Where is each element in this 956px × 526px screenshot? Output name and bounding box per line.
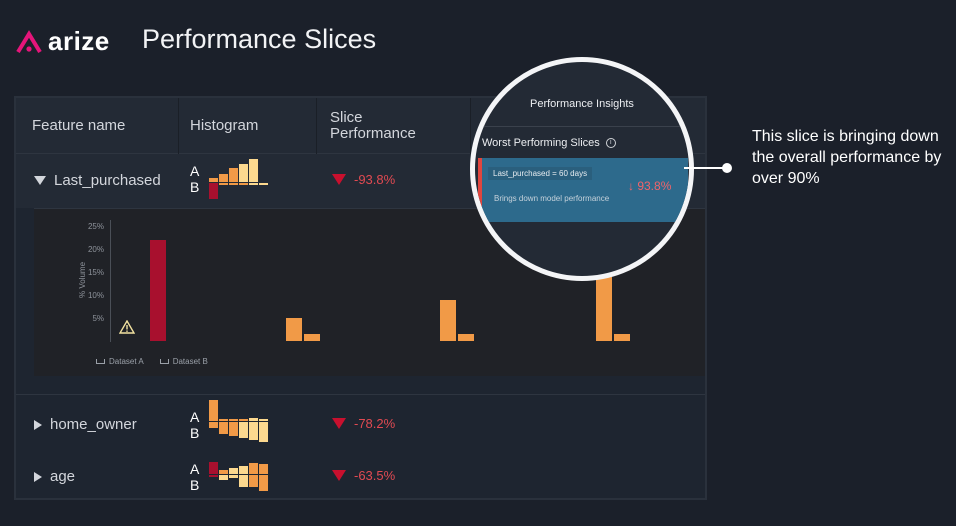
chart-bar[interactable] — [458, 334, 474, 341]
row-feature[interactable]: home_owner — [34, 416, 137, 433]
decrease-icon — [332, 174, 346, 185]
y-tick: 10% — [87, 291, 104, 300]
arize-logo-icon — [16, 29, 42, 54]
expand-icon[interactable] — [34, 419, 42, 430]
column-header-slice-performance[interactable]: Slice Performance — [330, 109, 416, 142]
y-axis-label: % Volume — [78, 261, 87, 298]
decrease-icon — [332, 470, 346, 481]
slice-value: ↓ 93.8% — [628, 179, 672, 193]
legend-swatch-a — [96, 359, 105, 364]
row-divider — [16, 394, 705, 395]
worst-slices-title: Worst Performing Slices — [482, 137, 600, 149]
feature-name: home_owner — [50, 416, 137, 433]
page-title: Performance Slices — [142, 24, 377, 54]
chart-bar[interactable] — [440, 299, 456, 341]
worst-slices-header: Worst Performing Slices i — [482, 137, 616, 149]
legend-entry: Dataset B — [172, 357, 208, 366]
chart-bar[interactable] — [304, 334, 320, 341]
slice-card-indicator — [478, 158, 482, 222]
insights-magnifier: Performance Insights Worst Performing Sl… — [470, 57, 694, 281]
feature-name: Last_purchased — [54, 172, 161, 189]
callout-text: This slice is bringing down the overall … — [752, 128, 942, 187]
column-divider — [470, 98, 471, 154]
legend-swatch-b — [159, 359, 169, 364]
y-tick: 15% — [87, 268, 104, 277]
chart-bar[interactable] — [614, 334, 630, 341]
slice-performance: -63.5% — [332, 468, 395, 483]
worst-slice-card[interactable]: Last_purchased = 60 days Brings down mod… — [478, 158, 688, 222]
feature-name: age — [50, 468, 76, 485]
performance-value: -93.8% — [354, 172, 396, 187]
row-feature[interactable]: age — [34, 468, 75, 485]
y-tick: 25% — [87, 222, 104, 231]
expand-icon[interactable] — [34, 471, 42, 482]
hist-label-a: A — [190, 461, 200, 477]
y-tick: 20% — [87, 245, 104, 254]
chart-bar[interactable] — [596, 276, 612, 341]
arize-logo: arize — [16, 26, 110, 57]
y-tick: 5% — [92, 314, 104, 323]
hist-label-a: A — [190, 409, 200, 425]
logo-text: arize — [48, 26, 110, 56]
hist-label-b: B — [190, 179, 200, 195]
performance-value: -63.5% — [354, 468, 396, 483]
column-header-feature-name[interactable]: Feature name — [32, 117, 126, 134]
column-divider — [316, 98, 317, 154]
y-axis-line — [110, 220, 111, 342]
callout-connector — [684, 167, 726, 169]
slice-tag: Last_purchased = 60 days — [488, 167, 593, 180]
chart-bar[interactable] — [286, 318, 302, 341]
row-feature[interactable]: Last_purchased — [34, 172, 161, 189]
hist-label-b: B — [190, 425, 200, 441]
legend-entry: Dataset A — [109, 357, 144, 366]
column-header-histogram[interactable]: Histogram — [190, 117, 259, 134]
volume-distribution-chart: 25% 20% 15% 10% 5% % Volume Dataset A Da… — [34, 208, 705, 376]
slice-description: Brings down model performance — [494, 194, 610, 203]
insights-title: Performance Insights — [530, 98, 634, 110]
collapse-icon[interactable] — [34, 176, 46, 185]
chart-bar[interactable] — [150, 239, 166, 341]
column-divider — [178, 98, 179, 154]
decrease-icon — [332, 418, 346, 429]
hist-label-b: B — [190, 477, 200, 493]
hist-label-a: A — [190, 163, 200, 179]
slice-performance: -78.2% — [332, 416, 395, 431]
warning-icon — [118, 319, 136, 339]
performance-value: -78.2% — [354, 416, 396, 431]
slice-performance: -93.8% — [332, 172, 395, 187]
insights-divider — [475, 126, 689, 127]
info-icon[interactable]: i — [605, 138, 616, 148]
chart-legend: Dataset A Dataset B — [96, 357, 208, 366]
callout-dot — [722, 163, 732, 173]
